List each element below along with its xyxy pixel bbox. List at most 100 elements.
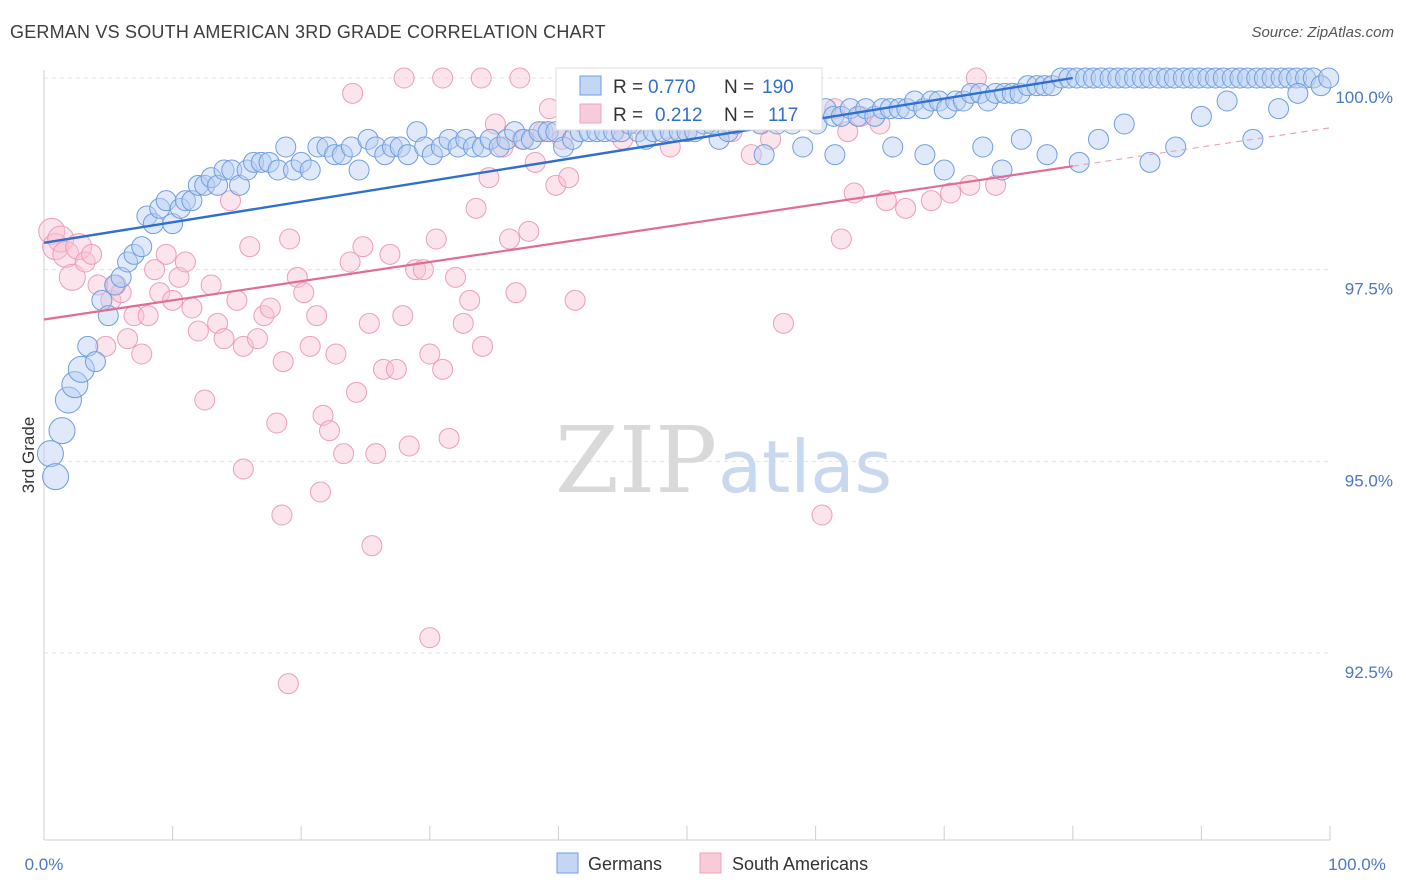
south-americans-point-19 — [155, 243, 177, 265]
germans-point-183 — [1287, 82, 1309, 104]
germans-point-133 — [1075, 67, 1097, 89]
south-americans-point-80 — [558, 167, 580, 189]
germans-point-36 — [282, 159, 304, 181]
south-americans-point-55 — [392, 305, 414, 327]
south-americans-r-value: 0.212 — [655, 105, 703, 126]
germans-point-142 — [1148, 67, 1170, 89]
germans-point-159 — [1286, 67, 1308, 89]
germans-point-141 — [1139, 67, 1161, 89]
south-americans-point-109 — [271, 504, 293, 526]
south-americans-point-56 — [398, 435, 420, 457]
south-americans-point-112 — [419, 627, 441, 649]
germans-point-136 — [1099, 67, 1121, 89]
south-americans-point-114 — [342, 82, 364, 104]
south-americans-point-51 — [365, 443, 387, 465]
south-americans-point-17 — [144, 259, 166, 281]
germans-point-67 — [537, 121, 559, 143]
x-tick-label-0: 0.0% — [25, 855, 64, 874]
x-axis-ticks — [43, 826, 1331, 840]
y-tick-label-3: 100.0% — [1335, 88, 1393, 107]
germans-point-49 — [389, 136, 411, 158]
south-americans-point-65 — [459, 289, 481, 311]
south-americans-point-81 — [564, 289, 586, 311]
germans-point-137 — [1107, 67, 1129, 89]
south-americans-point-4 — [58, 263, 86, 291]
south-americans-point-48 — [345, 381, 367, 403]
germans-point-62 — [496, 128, 518, 150]
south-americans-legend-label: South Americans — [732, 854, 868, 874]
south-americans-point-46 — [333, 443, 355, 465]
south-americans-point-104 — [940, 182, 962, 204]
germans-point-29 — [228, 174, 250, 196]
south-americans-point-61 — [432, 358, 454, 380]
germans-point-35 — [275, 136, 297, 158]
south-americans-point-95 — [811, 504, 833, 526]
germans-point-23 — [187, 174, 209, 196]
south-americans-point-22 — [174, 251, 196, 273]
south-americans-point-64 — [452, 312, 474, 334]
germans-point-13 — [123, 243, 145, 265]
germans-point-147 — [1188, 67, 1210, 89]
germans-point-163 — [1318, 67, 1340, 89]
series-legend: Germans South Americans — [556, 852, 868, 874]
germans-point-170 — [972, 136, 994, 158]
south-americans-point-9 — [95, 335, 117, 357]
germans-point-173 — [1036, 144, 1058, 166]
south-americans-point-37 — [272, 351, 294, 373]
germans-point-60 — [479, 128, 501, 150]
south-americans-n-value: 117 — [768, 105, 798, 126]
south-americans-point-66 — [465, 197, 487, 219]
germans-point-150 — [1212, 67, 1234, 89]
south-americans-point-67 — [472, 335, 494, 357]
south-americans-trend-line — [43, 165, 1073, 321]
south-americans-point-36 — [266, 412, 288, 434]
south-americans-point-54 — [385, 358, 407, 380]
germans-point-156 — [1261, 67, 1283, 89]
south-americans-point-5 — [65, 233, 93, 261]
south-americans-r-label: R = — [613, 105, 643, 126]
germans-point-140 — [1131, 67, 1153, 89]
germans-point-69 — [553, 136, 575, 158]
germans-point-46 — [365, 136, 387, 158]
germans-point-154 — [1246, 67, 1268, 89]
germans-point-33 — [258, 151, 280, 173]
south-americans-point-103 — [920, 190, 942, 212]
south-americans-point-42 — [306, 305, 328, 327]
germans-point-182 — [1268, 98, 1290, 120]
germans-point-157 — [1270, 67, 1292, 89]
south-americans-point-102 — [895, 197, 917, 219]
germans-point-2 — [48, 417, 76, 445]
south-americans-point-50 — [358, 312, 380, 334]
germans-n-label: N = — [724, 77, 754, 98]
germans-point-165 — [792, 136, 814, 158]
south-americans-point-38 — [279, 228, 301, 250]
south-americans-point-32 — [239, 236, 261, 258]
germans-point-1 — [42, 463, 70, 491]
germans-point-44 — [348, 159, 370, 181]
germans-point-0 — [36, 440, 64, 468]
south-americans-point-113 — [277, 673, 299, 695]
germans-point-151 — [1221, 67, 1243, 89]
south-americans-point-74 — [518, 220, 540, 242]
south-americans-point-45 — [325, 343, 347, 365]
south-americans-point-108 — [232, 458, 254, 480]
south-americans-point-53 — [379, 243, 401, 265]
germans-point-5 — [67, 355, 95, 383]
germans-point-64 — [513, 128, 535, 150]
germans-point-40 — [316, 136, 338, 158]
south-americans-point-115 — [393, 67, 415, 89]
south-americans-point-0 — [38, 217, 66, 245]
germans-r-label: R = — [613, 77, 643, 98]
germans-point-14 — [131, 236, 153, 258]
south-americans-point-41 — [299, 335, 321, 357]
germans-point-34 — [267, 159, 289, 181]
south-americans-point-16 — [137, 305, 159, 327]
south-americans-point-13 — [117, 328, 139, 350]
germans-bottom-swatch — [556, 852, 579, 874]
x-tick-label-100: 100.0% — [1328, 855, 1386, 874]
germans-n-value: 190 — [762, 77, 794, 98]
south-americans-point-44 — [318, 420, 340, 442]
south-americans-point-116 — [432, 67, 454, 89]
germans-point-148 — [1197, 67, 1219, 89]
germans-point-168 — [914, 144, 936, 166]
